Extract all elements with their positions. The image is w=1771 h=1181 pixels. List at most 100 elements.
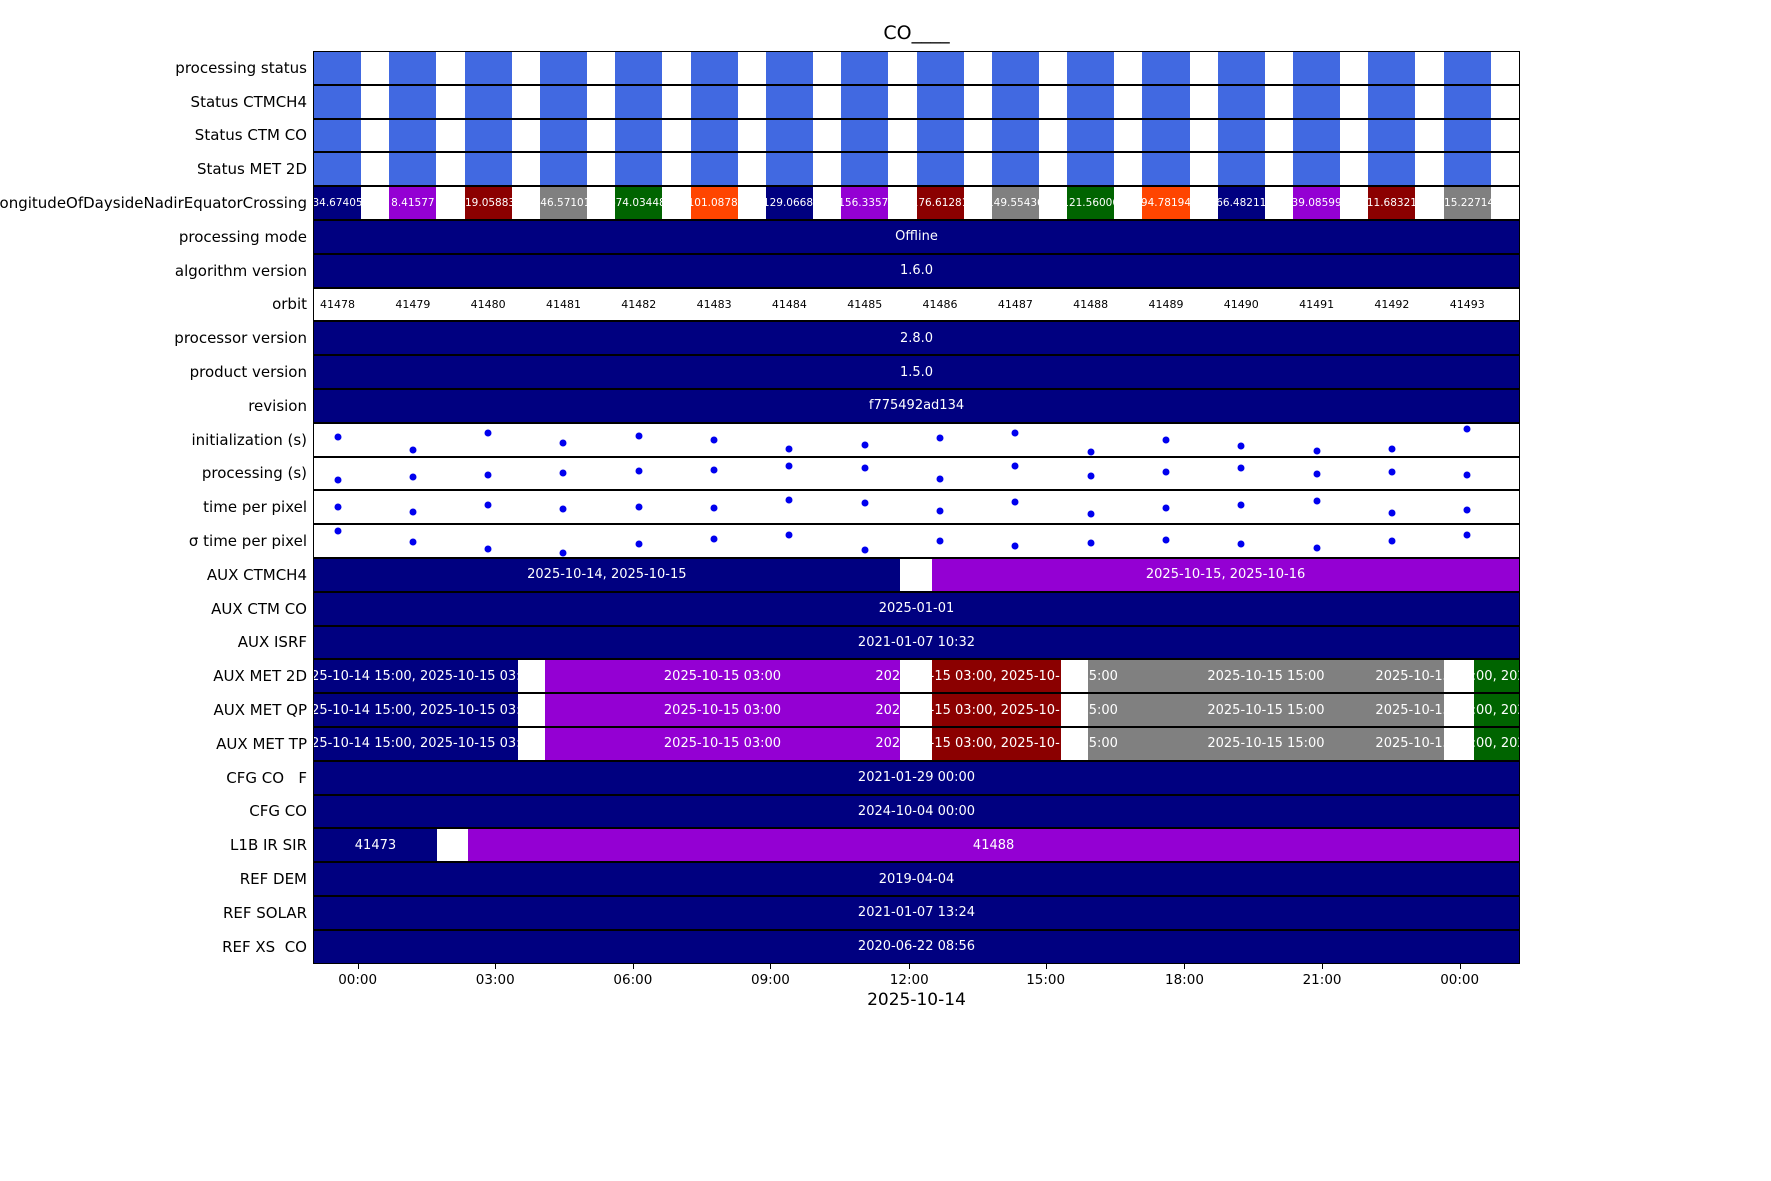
row-bars (313, 118, 1520, 153)
scatter-dot (484, 429, 492, 437)
row-full: 2025-01-01 (313, 591, 1520, 626)
row-label: processing mode (178, 227, 307, 246)
segment-bar (1087, 694, 1445, 726)
status-bar (1368, 153, 1416, 186)
orbit-number: 41486 (922, 297, 958, 311)
orbit-number: 41487 (997, 297, 1033, 311)
row-label: product version (189, 363, 307, 382)
orbit-number: 41485 (847, 297, 883, 311)
row-scatter (313, 456, 1520, 491)
value-label: 2020-06-22 08:56 (857, 939, 976, 955)
value-bar (314, 390, 1519, 422)
row-full: 2020-06-22 08:56 (313, 929, 1520, 964)
scatter-dot (1313, 544, 1321, 552)
row-full: 2021-01-07 10:32 (313, 625, 1520, 660)
scatter-dot (1087, 539, 1095, 547)
segment-label: 2025-10-15 15:00, 2025-10-16 03:00 (1375, 736, 1519, 752)
row-full: 2021-01-29 00:00 (313, 760, 1520, 795)
longitude-value: 66.48211 (1216, 197, 1267, 210)
value-label: 2019-04-04 (878, 871, 955, 887)
row-orbittext: 41478 41479 41480 41481 41482 41483 41484 41485… (313, 287, 1520, 322)
status-bar (1368, 85, 1416, 118)
x-axis-date-label: 2025-10-14 (867, 990, 966, 1010)
segment-bar (314, 694, 518, 726)
scatter-dot (1313, 447, 1321, 455)
status-bar (991, 52, 1039, 84)
row-segments: 2025-10-14, 2025-10-15 2025-10-15, 2025-1… (313, 558, 1520, 592)
orbit-number: 41488 (1073, 297, 1109, 311)
longitude-value: 94.78194 (1140, 197, 1192, 210)
x-tick-mark (632, 963, 634, 969)
status-bar (1293, 153, 1341, 186)
segment-bar (545, 660, 900, 693)
scatter-dot (861, 546, 869, 554)
status-bar (991, 153, 1039, 186)
row-label: Status MET 2D (196, 160, 307, 179)
scatter-dot (1237, 501, 1245, 509)
segment-bar (1087, 728, 1445, 760)
scatter-dot (1313, 470, 1321, 478)
row-label: AUX CTM CO (211, 599, 307, 618)
status-bar (464, 52, 512, 84)
status-bar (389, 119, 437, 152)
status-bar (1293, 85, 1341, 118)
row-full: f775492ad134 (313, 389, 1520, 423)
row-bars (313, 84, 1520, 119)
orbit-number: 41490 (1223, 297, 1259, 311)
orbit-number: 41479 (395, 297, 431, 311)
segment-label: 2025-10-15, 2025-10-16 (1145, 567, 1306, 583)
value-bar (314, 221, 1519, 253)
segment-bar (1474, 660, 1519, 693)
x-tick-label: 12:00 (889, 971, 929, 988)
x-tick-label: 09:00 (750, 971, 790, 988)
status-bar (1293, 119, 1341, 152)
x-tick-label: 06:00 (613, 971, 653, 988)
scatter-dot (559, 469, 567, 477)
longitude-bar (314, 187, 362, 219)
scatter-dot (334, 476, 342, 484)
status-bar (314, 119, 362, 152)
segment-bar (932, 559, 1519, 591)
longitude-value: -46.57101 (536, 197, 591, 210)
status-bar (765, 52, 813, 84)
value-label: Offline (895, 229, 938, 245)
status-bar (765, 119, 813, 152)
segment-bar (1087, 660, 1445, 693)
longitude-value: 39.08599 (1291, 197, 1342, 210)
status-bar (1217, 52, 1265, 84)
scatter-dot (1011, 542, 1019, 550)
orbit-number: 41489 (1148, 297, 1184, 311)
longitude-bar (916, 187, 964, 219)
longitude-value: -19.05883 (461, 197, 516, 210)
scatter-dot (785, 445, 793, 453)
segment-label: 2025-10-15 03:00 (663, 702, 782, 718)
status-bar (1293, 52, 1341, 84)
longitude-value: 121.56006 (1062, 197, 1120, 210)
row-full: 1.5.0 (313, 355, 1520, 389)
scatter-dot (936, 434, 944, 442)
value-label: 2025-01-01 (878, 601, 955, 617)
status-bar (991, 119, 1039, 152)
value-bar (314, 322, 1519, 355)
row-segments: 2025-10-14 15:00, 2025-10-15 03:00 2025-1… (313, 693, 1520, 727)
scatter-dot (710, 436, 718, 444)
scatter-dot (1237, 540, 1245, 548)
status-bar (765, 153, 813, 186)
scatter-dot (1087, 472, 1095, 480)
chart-title: CO____ (883, 22, 950, 44)
row-label: algorithm version (174, 261, 307, 280)
row-colorbars: 34.67405 8.41577 -19.05883 -46.57101 -74.034… (313, 186, 1520, 220)
orbit-number: 41481 (545, 297, 581, 311)
segment-bar (932, 694, 1062, 726)
status-bar (1142, 52, 1190, 84)
scatter-dot (1087, 510, 1095, 518)
value-label: 1.6.0 (899, 263, 934, 279)
status-bar (389, 52, 437, 84)
segment-label: 2025-10-14 15:00, 2025-10-15 03:00 (313, 668, 538, 684)
x-tick-label: 21:00 (1302, 971, 1342, 988)
row-label: time per pixel (203, 498, 307, 517)
segment-bar (314, 559, 900, 591)
row-label: AUX CTMCH4 (206, 565, 307, 584)
scatter-dot (1463, 471, 1471, 479)
